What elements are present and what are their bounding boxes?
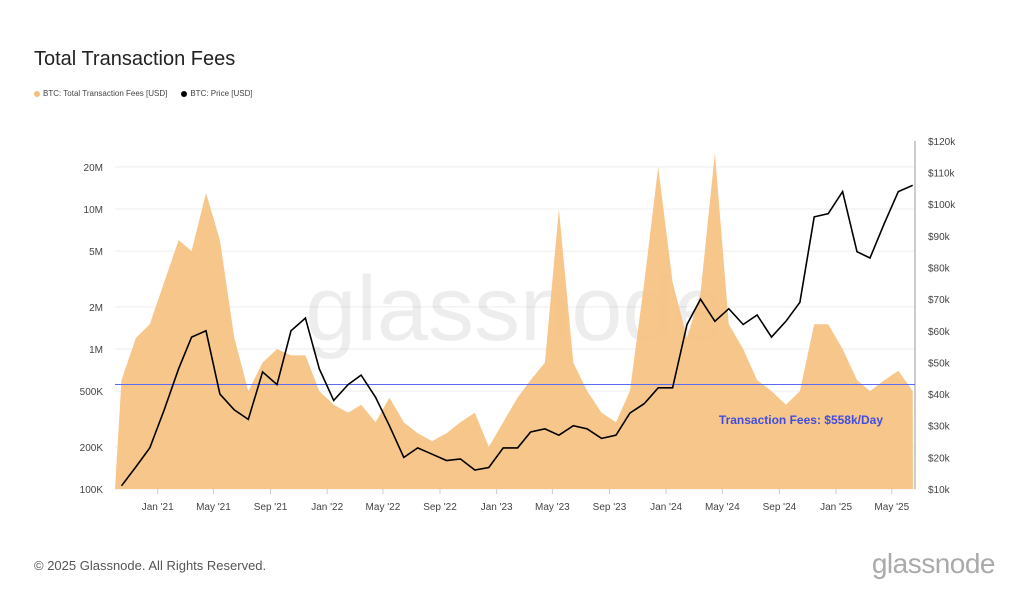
y-right-tick-label: $110k xyxy=(928,169,956,180)
y-left-tick-label: 20M xyxy=(84,163,103,174)
copyright: © 2025 Glassnode. All Rights Reserved. xyxy=(34,558,267,573)
y-left-tick-label: 100K xyxy=(80,485,104,496)
x-tick-label: Jan '23 xyxy=(481,502,513,513)
legend-label: BTC: Price [USD] xyxy=(190,89,253,98)
y-left-tick-label: 10M xyxy=(84,205,103,216)
y-left-tick-label: 5M xyxy=(89,247,103,258)
y-right-tick-label: $30k xyxy=(928,422,951,433)
x-tick-label: Jan '21 xyxy=(142,502,174,513)
reference-label: Transaction Fees: $558k/Day xyxy=(719,413,883,427)
fees-area xyxy=(115,153,913,490)
x-tick-label: May '25 xyxy=(874,502,909,513)
y-right-tick-label: $120k xyxy=(928,137,956,148)
y-right-tick-label: $60k xyxy=(928,327,951,338)
x-tick-label: Sep '24 xyxy=(763,502,797,513)
chart-title: Total Transaction Fees xyxy=(34,48,236,70)
x-tick-label: Sep '23 xyxy=(593,502,627,513)
y-right-tick-label: $70k xyxy=(928,295,951,306)
price-dot-icon xyxy=(181,90,188,97)
legend-label: BTC: Total Transaction Fees [USD] xyxy=(43,89,168,98)
x-tick-label: Jan '25 xyxy=(820,502,852,513)
y-left-tick-label: 200K xyxy=(80,443,104,454)
x-tick-label: May '22 xyxy=(366,502,401,513)
x-tick-label: Jan '24 xyxy=(650,502,682,513)
x-tick-label: Sep '22 xyxy=(423,502,457,513)
price-line xyxy=(120,184,914,487)
y-left-tick-label: 2M xyxy=(89,303,103,314)
legend-item-price[interactable]: BTC: Price [USD] xyxy=(181,89,253,98)
y-right-tick-label: $20k xyxy=(928,453,951,464)
y-right-tick-label: $10k xyxy=(928,485,951,496)
x-tick-label: May '24 xyxy=(705,502,740,513)
x-tick-label: Sep '21 xyxy=(254,502,288,513)
y-right-tick-label: $80k xyxy=(928,264,951,275)
y-right-tick-label: $100k xyxy=(928,200,956,211)
y-left-tick-label: 1M xyxy=(89,345,103,356)
y-right-tick-label: $90k xyxy=(928,232,951,243)
x-tick-label: May '21 xyxy=(196,502,231,513)
x-tick-label: Jan '22 xyxy=(311,502,343,513)
x-tick-label: May '23 xyxy=(535,502,570,513)
y-left-tick-label: 500K xyxy=(80,387,104,398)
glassnode-logo: glassnode xyxy=(871,548,996,579)
y-right-tick-label: $50k xyxy=(928,358,951,369)
fees-dot-icon xyxy=(34,90,40,97)
legend: BTC: Total Transaction Fees [USD] BTC: P… xyxy=(34,89,253,98)
legend-item-fees[interactable]: BTC: Total Transaction Fees [USD] xyxy=(34,89,167,98)
y-right-tick-label: $40k xyxy=(928,390,951,401)
